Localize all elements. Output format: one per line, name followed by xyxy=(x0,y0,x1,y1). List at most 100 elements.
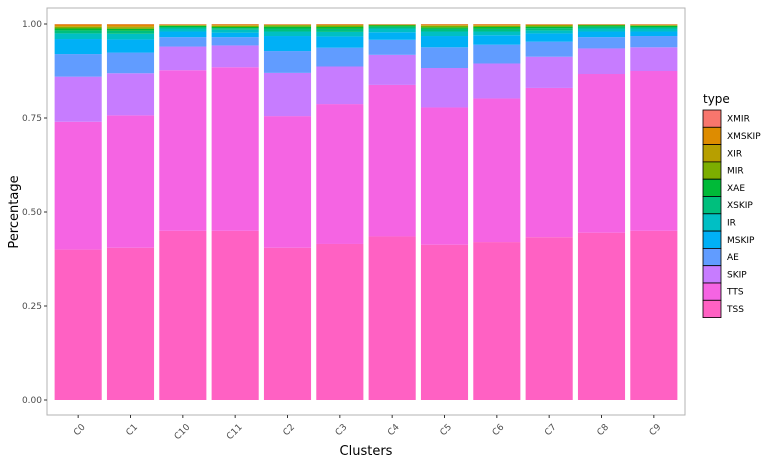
legend-label-IR: IR xyxy=(727,218,736,228)
bar-segment-C4-MIR xyxy=(368,24,416,26)
bar-segment-C11-XSKIP xyxy=(211,28,259,30)
legend-label-XIR: XIR xyxy=(727,149,742,159)
bar-segment-C9-TSS xyxy=(630,230,678,400)
x-tick-label: C5 xyxy=(439,423,455,439)
bar-segment-C10-AE xyxy=(159,37,207,47)
bar-segment-C0-TSS xyxy=(54,249,102,400)
bar-segment-C4-MSKIP xyxy=(368,32,416,40)
bar-segment-C2-XSKIP xyxy=(263,28,312,32)
bar-segment-C5-TSS xyxy=(420,244,469,400)
bar-segment-C11-AE xyxy=(211,37,259,46)
bar-segment-C2-SKIP xyxy=(263,72,312,117)
bar-segment-C3-TSS xyxy=(316,243,364,400)
y-tick-label: 0.00 xyxy=(22,396,42,406)
bar-segment-C10-SKIP xyxy=(159,46,207,71)
bar-segment-C1-MIR xyxy=(106,27,155,29)
bar-segment-C9-XAE xyxy=(630,25,678,28)
bar-segment-C7-TSS xyxy=(525,237,573,400)
legend-title: type xyxy=(703,92,730,106)
bar-segment-C1-TTS xyxy=(106,115,155,248)
bar-segment-C9-IR xyxy=(630,28,678,32)
bar-segment-C8-AE xyxy=(577,37,626,49)
legend-key-XAE xyxy=(702,178,722,197)
bar-segment-C3-IR xyxy=(316,31,364,37)
bar-segment-C2-MIR xyxy=(263,25,312,27)
bar-segment-C11-XIR xyxy=(211,25,259,26)
bar-segment-C4-IR xyxy=(368,28,416,33)
legend-key-MSKIP xyxy=(702,230,722,249)
bar-segment-C10-XSKIP xyxy=(159,27,207,29)
bar-segment-C0-SKIP xyxy=(54,76,102,122)
bar-segment-C4-XSKIP xyxy=(368,26,416,29)
x-tick-label: C10 xyxy=(173,422,193,442)
bar-segment-C6-MSKIP xyxy=(473,35,521,45)
x-tick-label: C0 xyxy=(72,422,88,438)
bar-segment-C9-TTS xyxy=(630,71,678,231)
bar-segment-C1-XIR xyxy=(106,26,155,28)
bar-segment-C11-TSS xyxy=(211,230,259,400)
bar-segment-C6-XMSKIP xyxy=(473,24,521,26)
x-tick-label: C2 xyxy=(282,423,298,439)
legend: type XMIR XMSKIP XIR MIR XAE XSKIP IR MSKIP AE SK… xyxy=(702,92,761,318)
bar-segment-C6-TTS xyxy=(473,98,521,243)
y-tick-label: 0.50 xyxy=(22,208,42,218)
bar-segment-C0-MSKIP xyxy=(54,39,102,55)
bar-segment-C10-XAE xyxy=(159,25,207,28)
bar-segment-C7-XIR xyxy=(525,24,573,26)
bar-segment-C7-AE xyxy=(525,41,573,57)
bar-segment-C4-TSS xyxy=(368,236,416,400)
bar-segment-C1-XMSKIP xyxy=(106,24,155,27)
legend-label-XMIR: XMIR xyxy=(727,115,750,125)
x-tick-label: C3 xyxy=(334,423,350,439)
y-tick-label: 0.75 xyxy=(22,114,42,124)
bar-segment-C5-AE xyxy=(420,47,469,68)
bar-segment-C11-MIR xyxy=(211,25,259,28)
bar-segment-C5-MIR xyxy=(420,25,469,28)
bar-segment-C0-XSKIP xyxy=(54,30,102,34)
bar-segment-C1-AE xyxy=(106,52,155,74)
bar-segment-C4-AE xyxy=(368,39,416,55)
x-axis-title: Clusters xyxy=(340,444,393,459)
bar-segment-C6-TSS xyxy=(473,242,521,400)
x-tick-label: C4 xyxy=(386,422,402,438)
bar-segment-C11-MSKIP xyxy=(211,32,259,38)
x-axis: C0 C1 C10 C11 C2 C3 C4 C5 C6 C7 C8 C9 xyxy=(72,415,664,443)
legend-key-AE xyxy=(702,247,722,267)
bar-segment-C7-IR xyxy=(525,30,573,34)
bar-segment-C8-MIR xyxy=(577,24,626,26)
bar-segment-C7-MIR xyxy=(525,25,573,27)
bar-segment-C5-XAE xyxy=(420,27,469,29)
bar-segment-C3-AE xyxy=(316,47,364,67)
bar-segment-C6-IR xyxy=(473,31,521,36)
bar-segment-C8-XAE xyxy=(577,25,626,27)
bar-segment-C3-XMSKIP xyxy=(316,24,364,26)
bar-segment-C5-XMSKIP xyxy=(420,24,469,26)
bar-segment-C4-XAE xyxy=(368,25,416,27)
legend-label-AE: AE xyxy=(727,253,739,263)
bar-segment-C10-TSS xyxy=(159,230,207,400)
bar-segment-C5-XSKIP xyxy=(420,28,469,32)
x-tick-label: C11 xyxy=(225,423,245,443)
y-tick-label: 1.00 xyxy=(22,20,42,30)
bar-segment-C3-MSKIP xyxy=(316,36,364,48)
bar-segment-C0-XAE xyxy=(54,28,102,31)
bar-segment-C9-MIR xyxy=(630,25,678,26)
legend-label-XSKIP: XSKIP xyxy=(727,201,753,211)
legend-label-SKIP: SKIP xyxy=(727,270,747,280)
bar-segment-C9-SKIP xyxy=(630,47,678,71)
bar-segment-C10-MSKIP xyxy=(159,31,207,38)
bar-segment-C7-XSKIP xyxy=(525,28,573,31)
bar-segment-C6-AE xyxy=(473,44,521,64)
bar-segment-C0-XIR xyxy=(54,26,102,28)
bar-segment-C7-XAE xyxy=(525,26,573,29)
bar-segment-C6-MIR xyxy=(473,25,521,28)
bar-segment-C1-XSKIP xyxy=(106,30,155,34)
bar-segment-C11-XAE xyxy=(211,27,259,29)
bar-segment-C3-TTS xyxy=(316,104,364,244)
bar-segment-C4-SKIP xyxy=(368,54,416,85)
legend-key-XMIR xyxy=(702,109,722,128)
bar-segment-C2-AE xyxy=(263,51,312,73)
bar-segment-C7-TTS xyxy=(525,87,573,238)
x-tick-label: C1 xyxy=(125,423,141,439)
